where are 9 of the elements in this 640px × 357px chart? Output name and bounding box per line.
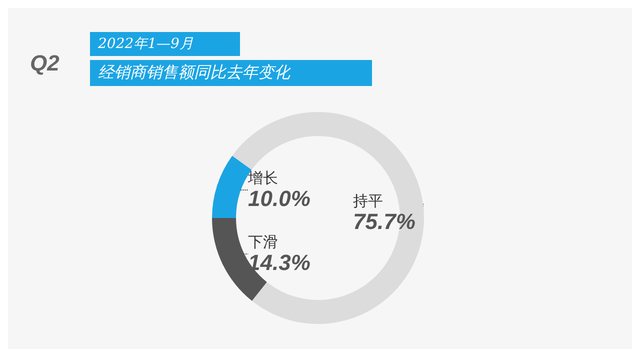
slice-label: 持平	[353, 192, 383, 210]
chart-title: 经销商销售额同比去年变化	[98, 62, 291, 82]
chart-subtitle: 2022年1—9月	[97, 36, 194, 52]
slice-label: 下滑	[248, 233, 278, 251]
data-label: 75.7%	[353, 209, 416, 234]
slice-label: 增长	[247, 169, 278, 187]
text: Q2	[30, 50, 60, 76]
data-label: 10.0%	[248, 186, 310, 211]
data-label: 14.3%	[248, 250, 310, 275]
